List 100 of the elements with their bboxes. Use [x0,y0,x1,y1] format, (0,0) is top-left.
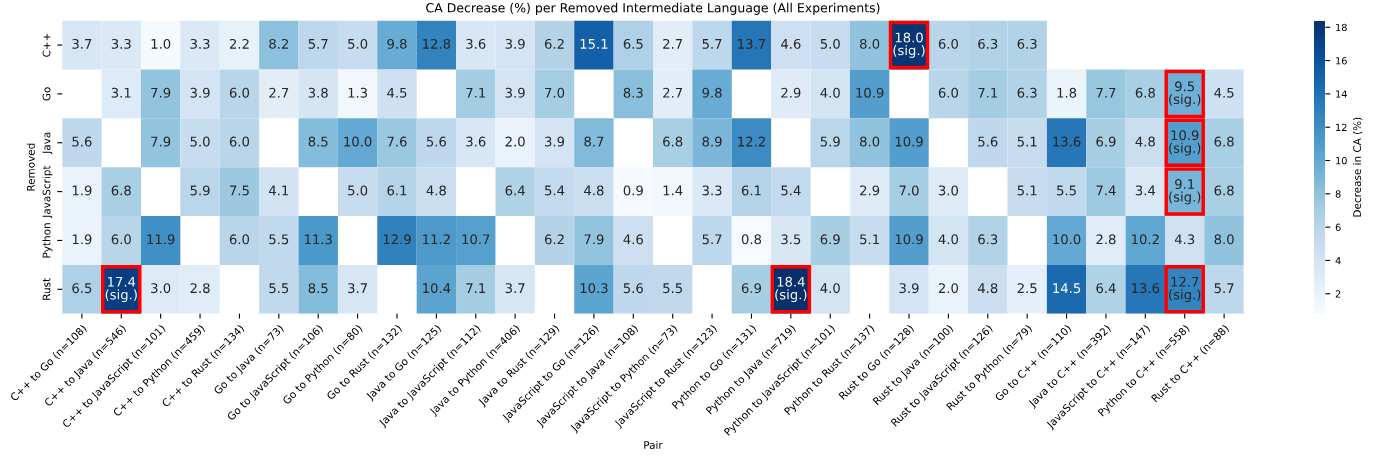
data-label: 5.5 [1057,185,1076,196]
data-label: 2.9 [781,87,801,98]
data-label: 8.2 [269,38,288,49]
data-label: 6.3 [1017,87,1037,98]
data-label: 7.1 [466,87,486,98]
data-label: 3.0 [938,185,959,196]
data-label: 3.6 [466,136,486,147]
data-label: 2.9 [860,185,880,196]
data-label: 10.9 [895,136,923,147]
data-label: 3.3 [111,38,131,49]
data-label: 5.1 [1017,136,1037,147]
data-label: 11.9 [147,234,175,245]
data-label: 6.9 [741,283,762,294]
data-label: 1.9 [72,234,92,245]
data-label: 2.8 [190,283,210,294]
color-bar-label: 4 [1335,257,1341,265]
data-label: 4.0 [820,87,840,98]
data-label: 5.6 [978,136,998,147]
data-label: 6.8 [1135,87,1155,98]
data-label: 7.9 [151,87,171,98]
data-label: 4.6 [623,234,643,245]
y-tick-label: Go [42,87,51,101]
data-label: 4.3 [1174,234,1195,245]
data-label: 6.8 [1214,185,1234,196]
data-label: 8.3 [623,87,643,98]
data-label: 5.4 [781,185,801,196]
data-label: 9.1 (sig.) [1169,179,1201,205]
data-label: 11.2 [423,234,450,245]
data-label: 5.7 [308,39,328,49]
data-label: 5.5 [269,283,289,294]
data-label: 7.4 [1096,185,1116,196]
data-label: 12.8 [423,38,451,49]
data-label: 4.5 [1214,87,1234,98]
data-label: 7.6 [387,136,407,147]
data-label: 13.6 [1053,136,1081,147]
data-label: 3.3 [190,38,210,49]
data-label: 3.3 [702,185,722,196]
data-label: 4.8 [426,185,446,196]
data-label: 10.0 [1053,234,1081,245]
data-label: 5.0 [348,38,368,49]
data-label: 7.1 [466,283,486,293]
data-label: 5.1 [1017,185,1037,196]
data-label: 5.0 [348,185,368,196]
data-label: 4.1 [268,185,289,196]
data-label: 4.8 [584,185,604,196]
data-label: 5.6 [623,283,643,294]
data-label: 6.5 [72,283,92,294]
data-label: 6.1 [387,185,407,196]
data-label: 0.9 [623,185,643,196]
data-label: 2.0 [505,136,525,147]
data-label: 3.5 [781,234,801,245]
data-label: 8.5 [308,136,328,147]
data-label: 10.9 [895,234,923,245]
data-label: 6.1 [741,185,761,196]
data-label: 10.2 [1132,234,1159,245]
data-label: 1.4 [663,185,683,196]
data-label: 17.4 (sig.) [105,276,137,303]
data-label: 6.3 [978,234,998,245]
data-label: 7.0 [545,87,565,98]
data-label: 6.9 [820,234,840,245]
data-label: 9.8 [387,38,407,49]
data-label: 6.0 [229,136,250,147]
data-label: 3.9 [505,38,525,49]
data-label: 15.1 [580,39,608,49]
data-label: 18.0 (sig.) [893,32,925,58]
data-label: 1.0 [151,38,171,49]
data-label: 3.1 [111,87,131,98]
data-label: 5.5 [269,234,289,245]
data-label: 2.0 [938,283,959,294]
data-label: 3.9 [190,87,210,98]
data-label: 8.7 [584,136,604,147]
data-label: 5.6 [72,136,92,147]
data-label: 8.0 [860,38,880,49]
color-bar-label: 8 [1335,190,1341,198]
data-label: 6.8 [111,185,131,196]
data-label: 6.4 [1096,283,1116,294]
data-label: 5.0 [190,136,210,147]
data-label: 4.8 [977,283,998,294]
data-label: 6.3 [978,38,998,49]
data-label: 8.0 [860,136,880,147]
data-label: 2.5 [1017,283,1037,294]
data-label: 6.4 [505,185,525,196]
data-label: 5.0 [820,38,840,49]
data-label: 6.2 [544,234,564,245]
data-label: 2.7 [269,87,289,98]
data-label: 1.9 [72,185,92,196]
data-label: 1.3 [348,87,368,98]
data-label: 5.7 [1214,283,1234,294]
data-label: 3.9 [505,87,525,98]
data-label: 10.9 (sig.) [1169,130,1201,156]
data-label: 13.6 [1132,283,1160,294]
data-label: 5.7 [702,39,722,49]
y-tick-label: C++ [42,33,51,57]
data-label: 6.3 [1017,38,1037,49]
data-label: 6.2 [544,38,564,49]
data-label: 12.7 (sig.) [1169,276,1201,303]
data-label: 7.7 [1096,87,1116,98]
data-label: 12.2 [738,136,765,147]
data-label: 2.2 [229,38,249,49]
data-label: 5.5 [663,283,683,294]
